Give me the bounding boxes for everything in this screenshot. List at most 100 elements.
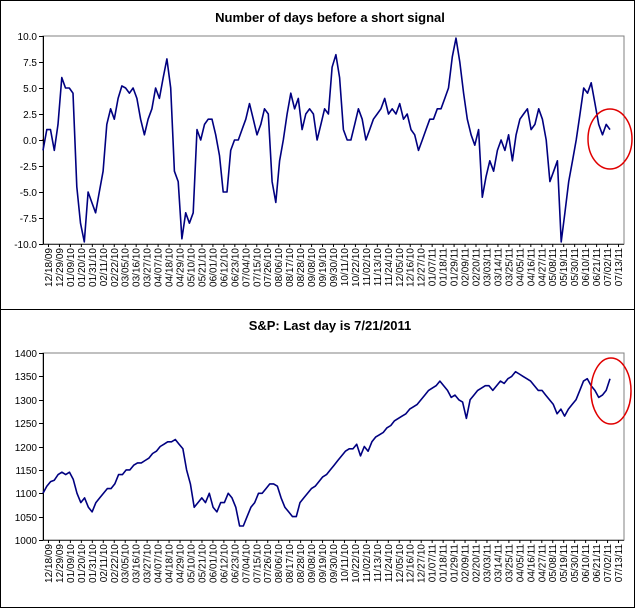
x-tick-label: 02/20/11 xyxy=(472,248,483,287)
x-tick-label: 05/21/10 xyxy=(197,248,208,287)
x-tick-label: 04/27/11 xyxy=(537,544,548,583)
y-tick-label: 1050 xyxy=(15,513,38,524)
x-tick-label: 10/11/10 xyxy=(340,544,351,583)
x-tick-label: 01/29/11 xyxy=(450,544,461,583)
highlight-circle xyxy=(590,357,632,425)
x-tick-label: 12/27/10 xyxy=(417,248,428,287)
y-tick-label: 1200 xyxy=(15,443,38,454)
x-tick-label: 02/22/10 xyxy=(110,544,121,583)
x-tick-label: 06/01/10 xyxy=(208,544,219,583)
x-tick-label: 12/18/09 xyxy=(44,544,55,583)
x-tick-label: 11/13/10 xyxy=(373,544,384,583)
x-tick-label: 03/14/11 xyxy=(493,544,504,583)
x-tick-label: 03/05/10 xyxy=(121,544,132,583)
x-tick-label: 05/30/11 xyxy=(570,544,581,583)
x-axis-ticks: 12/18/09 12/29/09 01/09/10 01/20/10 01/31/10… xyxy=(44,244,625,287)
x-tick-label: 10/22/10 xyxy=(351,544,362,583)
x-tick-label: 07/15/10 xyxy=(252,544,263,583)
x-tick-label: 12/18/09 xyxy=(44,248,55,287)
x-tick-label: 11/13/10 xyxy=(373,248,384,287)
x-tick-label: 07/13/11 xyxy=(614,544,625,583)
x-tick-label: 03/27/10 xyxy=(143,544,154,583)
y-tick-label: -7.5 xyxy=(20,214,38,225)
plot-frame xyxy=(42,35,625,245)
x-tick-label: 02/11/10 xyxy=(99,544,110,583)
sp-chart: S&P: Last day is 7/21/2011 1400135013001… xyxy=(15,318,632,583)
x-tick-label: 05/10/10 xyxy=(186,248,197,287)
x-tick-label: 10/11/10 xyxy=(340,248,351,287)
y-tick-label: 1000 xyxy=(15,536,38,547)
short-signal-chart: Number of days before a short signal 10.… xyxy=(14,10,633,287)
x-tick-label: 01/29/11 xyxy=(450,248,461,287)
x-tick-label: 06/21/11 xyxy=(592,248,603,287)
series-line xyxy=(42,370,611,527)
x-tick-label: 08/17/10 xyxy=(285,544,296,583)
x-tick-label: 07/13/11 xyxy=(614,248,625,287)
x-tick-label: 07/02/11 xyxy=(603,248,614,287)
x-tick-label: 02/09/11 xyxy=(461,544,472,583)
x-tick-label: 05/10/10 xyxy=(186,544,197,583)
highlight-circle xyxy=(587,108,633,170)
x-tick-label: 07/26/10 xyxy=(263,544,274,583)
x-tick-label: 04/05/11 xyxy=(515,248,526,287)
x-tick-label: 12/16/10 xyxy=(406,248,417,287)
x-tick-label: 06/01/10 xyxy=(208,248,219,287)
y-tick-label: 10.0 xyxy=(18,32,38,43)
x-tick-label: 03/16/10 xyxy=(132,248,143,287)
x-tick-label: 04/16/11 xyxy=(526,544,537,583)
x-tick-label: 12/29/09 xyxy=(55,544,66,583)
y-tick-label: 1300 xyxy=(15,396,38,407)
series-line xyxy=(42,37,611,243)
x-tick-label: 06/12/10 xyxy=(219,248,230,287)
x-tick-label: 07/02/11 xyxy=(603,544,614,583)
x-tick-label: 05/30/11 xyxy=(570,248,581,287)
x-tick-label: 10/22/10 xyxy=(351,248,362,287)
plot-area xyxy=(42,352,625,541)
x-tick-label: 06/23/10 xyxy=(230,248,241,287)
x-tick-label: 02/09/11 xyxy=(461,248,472,287)
x-tick-label: 09/19/10 xyxy=(318,248,329,287)
x-tick-label: 07/15/10 xyxy=(252,248,263,287)
x-tick-label: 06/10/11 xyxy=(581,248,592,287)
x-tick-label: 07/26/10 xyxy=(263,248,274,287)
x-tick-label: 09/30/10 xyxy=(329,248,340,287)
chart-title: Number of days before a short signal xyxy=(215,10,445,25)
y-tick-label: 1350 xyxy=(15,372,38,383)
x-tick-label: 06/12/10 xyxy=(219,544,230,583)
x-tick-label: 04/16/11 xyxy=(526,248,537,287)
y-tick-label: 1150 xyxy=(15,466,37,477)
y-tick-label: -5.0 xyxy=(20,188,38,199)
x-tick-label: 04/29/10 xyxy=(176,544,187,583)
x-tick-label: 01/18/11 xyxy=(439,544,450,583)
series-lines xyxy=(42,37,611,243)
x-tick-label: 11/02/10 xyxy=(362,544,373,583)
plot-area xyxy=(42,35,625,245)
x-tick-label: 03/05/10 xyxy=(121,248,132,287)
x-tick-label: 03/03/11 xyxy=(482,544,493,583)
x-tick-label: 08/28/10 xyxy=(296,248,307,287)
x-tick-label: 04/05/11 xyxy=(515,544,526,583)
x-tick-label: 06/23/10 xyxy=(230,544,241,583)
x-tick-label: 08/06/10 xyxy=(274,544,285,583)
x-tick-label: 07/04/10 xyxy=(241,544,252,583)
x-tick-label: 12/05/10 xyxy=(395,544,406,583)
x-tick-label: 04/27/11 xyxy=(537,248,548,287)
x-tick-label: 03/27/10 xyxy=(143,248,154,287)
y-tick-label: 1100 xyxy=(15,489,37,500)
x-tick-label: 03/14/11 xyxy=(493,248,504,287)
x-axis-ticks: 12/18/09 12/29/09 01/09/10 01/20/10 01/31/10… xyxy=(44,540,625,583)
y-tick-label: 2.5 xyxy=(23,110,37,121)
x-tick-label: 02/20/11 xyxy=(472,544,483,583)
x-tick-label: 11/24/10 xyxy=(384,544,395,583)
x-tick-label: 02/22/10 xyxy=(110,248,121,287)
x-tick-label: 04/18/10 xyxy=(165,248,176,287)
x-tick-label: 01/31/10 xyxy=(88,544,99,583)
x-tick-label: 05/19/11 xyxy=(559,248,570,287)
x-tick-label: 09/08/10 xyxy=(307,544,318,583)
x-tick-label: 04/29/10 xyxy=(176,248,187,287)
y-tick-label: 5.0 xyxy=(23,84,37,95)
plot-frame xyxy=(42,352,625,541)
x-tick-label: 09/30/10 xyxy=(329,544,340,583)
x-tick-label: 12/16/10 xyxy=(406,544,417,583)
